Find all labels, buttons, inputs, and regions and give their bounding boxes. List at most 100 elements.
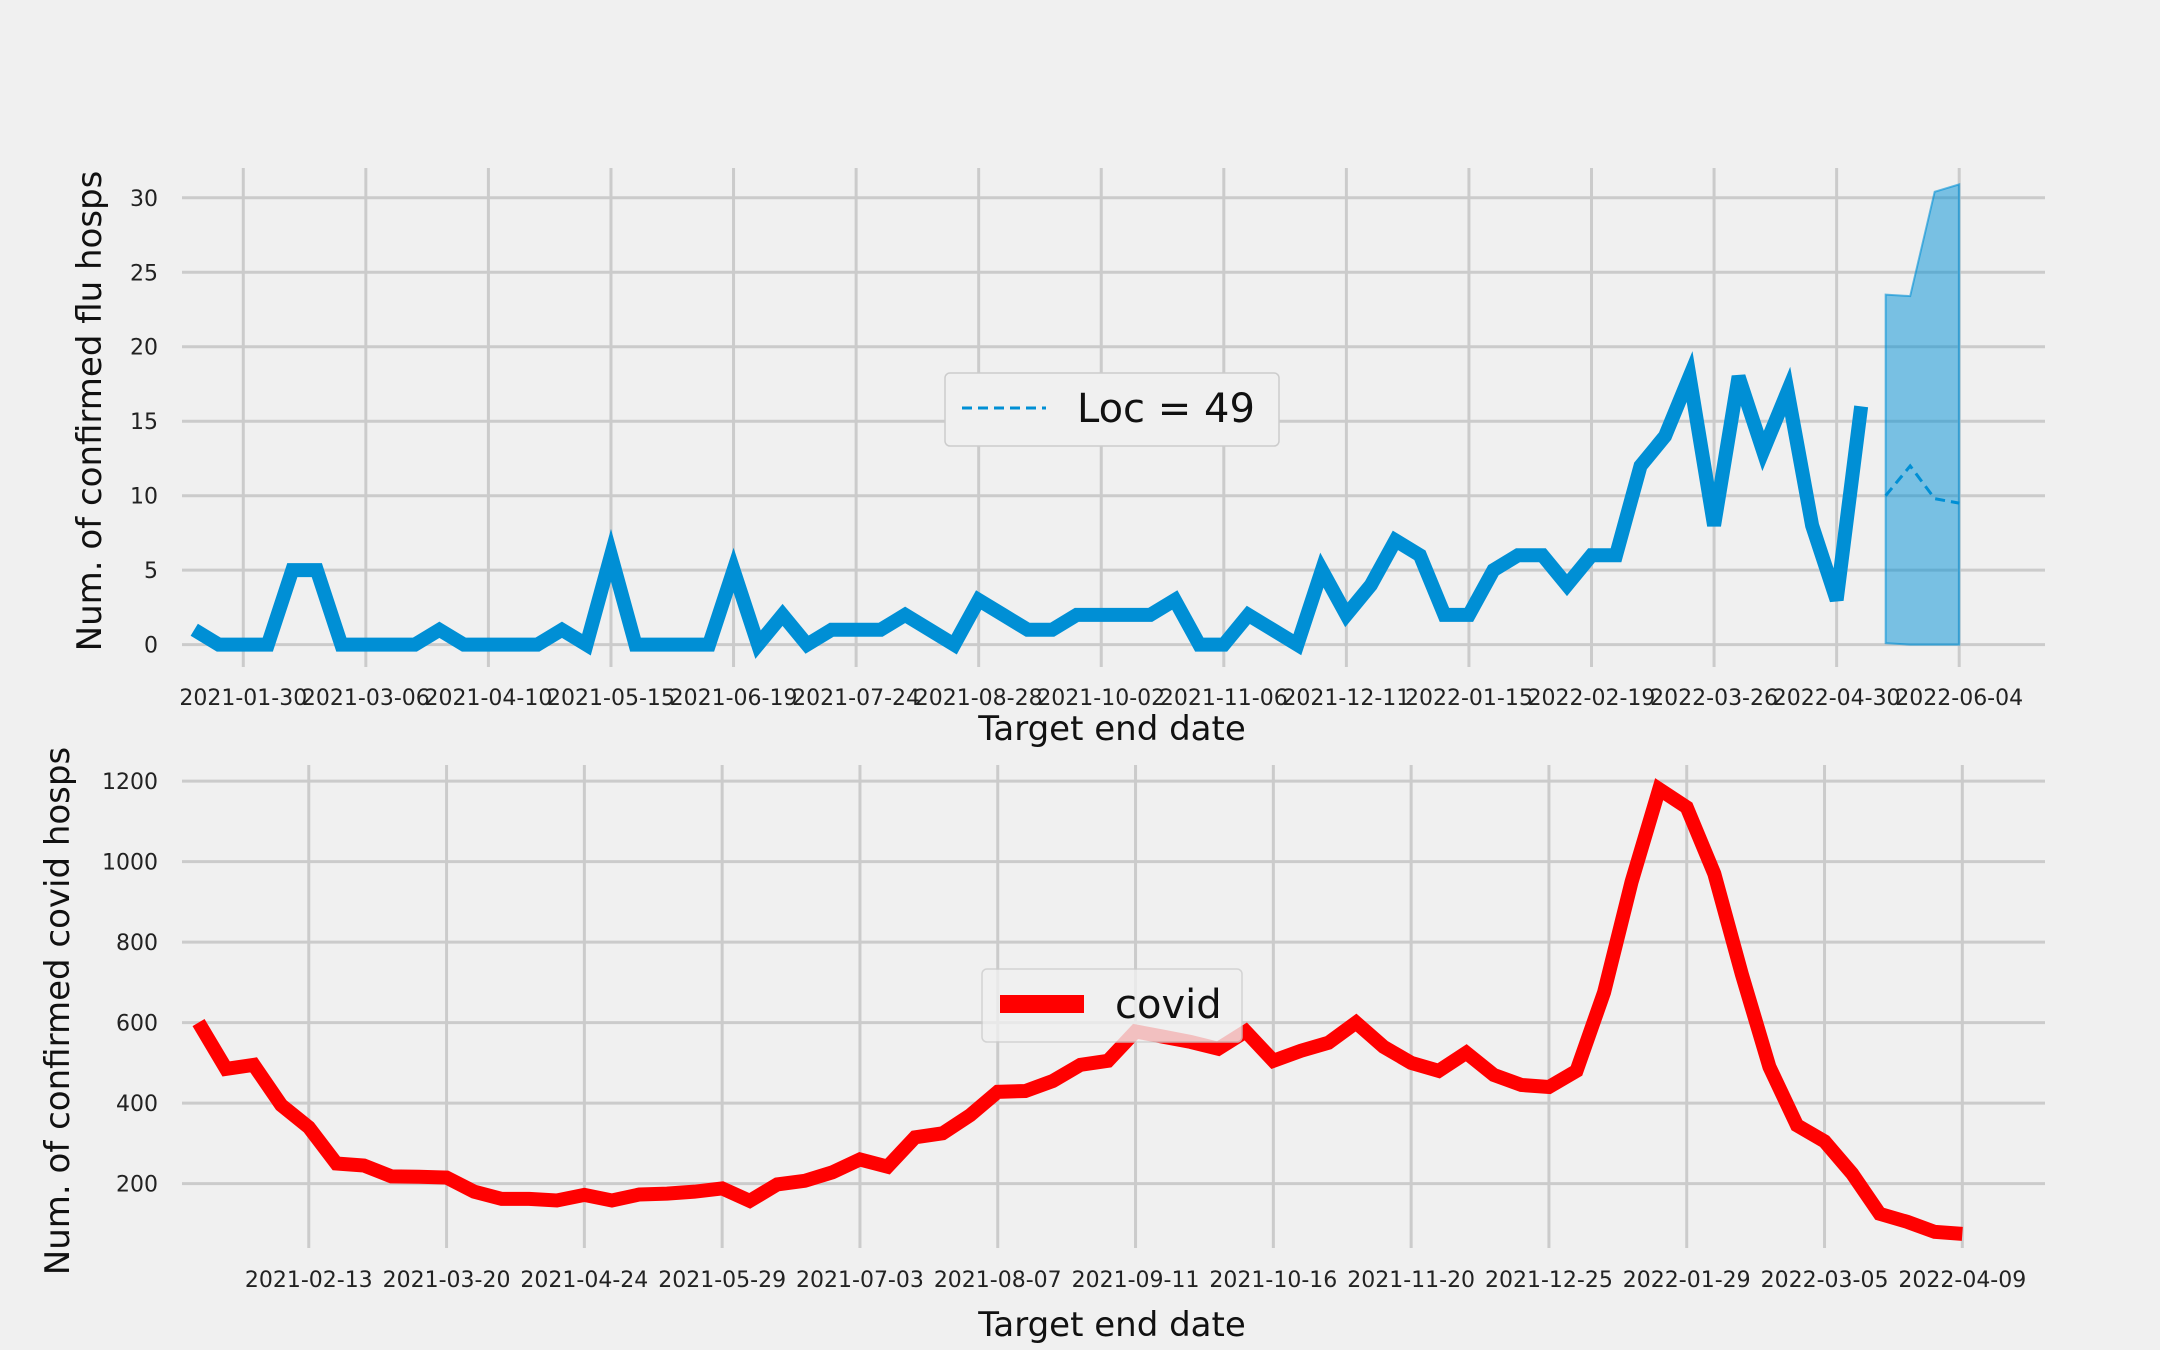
flu-ylabel: Num. of confirmed flu hosps <box>70 171 110 652</box>
covid-data-point <box>1545 1083 1553 1091</box>
covid-data-point <box>1324 1039 1332 1047</box>
covid-data-point <box>746 1197 754 1205</box>
flu-data-point <box>386 641 394 649</box>
flu-series-line-forecast <box>1884 463 1960 505</box>
covid-data-point <box>1021 1087 1029 1095</box>
flu-data-point <box>1588 551 1596 559</box>
flu-data-point <box>1857 402 1865 410</box>
flu-data-point <box>1808 521 1816 529</box>
flu-data-point <box>1146 611 1154 619</box>
flu-data-point <box>656 641 664 649</box>
flu-data-point <box>1563 581 1571 589</box>
flu-xtick-label: 2021-10-02 <box>1037 686 1165 711</box>
covid-xtick-label: 2022-04-09 <box>1898 1268 2026 1293</box>
flu-chart: 0 5 10 15 20 25 30 2021-01-302021-03-062021-04… <box>70 168 2045 749</box>
covid-ylabel: Num. of confirmed covid hosps <box>38 747 78 1275</box>
flu-data-point <box>533 641 541 649</box>
covid-data-point <box>305 1123 313 1131</box>
flu-data-point <box>1024 626 1032 634</box>
flu-data-point <box>803 641 811 649</box>
flu-data-point <box>460 641 468 649</box>
covid-ytick-label: 600 <box>116 1012 158 1037</box>
covid-data-point <box>498 1195 506 1203</box>
covid-ytick-label: 200 <box>116 1173 158 1198</box>
flu-xtick-label: 2021-07-24 <box>792 686 920 711</box>
flu-data-point <box>1244 611 1252 619</box>
covid-data-point <box>1352 1019 1360 1027</box>
covid-data-point <box>773 1180 781 1188</box>
flu-data-point <box>1538 551 1546 559</box>
covid-data-point <box>691 1188 699 1196</box>
flu-xtick-label: 2021-11-06 <box>1160 686 1288 711</box>
covid-xtick-label: 2022-03-05 <box>1761 1268 1889 1293</box>
flu-data-point <box>1048 626 1056 634</box>
flu-data-point <box>681 641 689 649</box>
flu-data-point <box>1661 432 1669 440</box>
flu-series-line-observed <box>190 351 1869 659</box>
covid-data-point <box>1242 1027 1250 1035</box>
covid-xtick-label: 2021-03-20 <box>383 1268 511 1293</box>
covid-ytick-label: 1200 <box>102 770 158 795</box>
covid-data-point <box>1876 1210 1884 1218</box>
flu-yticks: 0 5 10 15 20 25 30 <box>130 187 158 659</box>
covid-xtick-label: 2022-01-29 <box>1623 1268 1751 1293</box>
covid-data-point <box>1683 803 1691 811</box>
covid-data-point <box>1380 1043 1388 1051</box>
flu-legend: Loc = 49 <box>944 372 1280 447</box>
covid-xtick-label: 2021-10-16 <box>1209 1268 1337 1293</box>
covid-data-point <box>1600 988 1608 996</box>
flu-data-point <box>1884 494 1887 497</box>
covid-xtick-label: 2021-08-07 <box>934 1268 1062 1293</box>
covid-data-point <box>966 1111 974 1119</box>
covid-data-point <box>195 1019 203 1027</box>
flu-data-point <box>1416 551 1424 559</box>
flu-legend-label: Loc = 49 <box>1077 386 1255 432</box>
flu-data-point <box>730 566 738 574</box>
covid-xtick-label: 2021-02-13 <box>245 1268 373 1293</box>
covid-data-point <box>250 1061 258 1069</box>
covid-data-point <box>1958 1230 1966 1238</box>
covid-data-point <box>580 1191 588 1199</box>
flu-data-point <box>1514 551 1522 559</box>
flu-xtick-label: 2021-06-19 <box>670 686 798 711</box>
covid-data-point <box>1738 970 1746 978</box>
flu-data-point <box>852 626 860 634</box>
covid-data-point <box>828 1168 836 1176</box>
covid-legend: covid <box>981 968 1243 1043</box>
flu-data-point <box>1909 464 1912 467</box>
flu-data-point <box>1489 566 1497 574</box>
flu-data-point <box>1269 626 1277 634</box>
flu-xtick-label: 2022-04-30 <box>1773 686 1901 711</box>
covid-data-point <box>1572 1067 1580 1075</box>
flu-data-point <box>1465 611 1473 619</box>
flu-ytick-label: 25 <box>130 261 158 286</box>
flu-data-point <box>313 566 321 574</box>
covid-data-point <box>994 1088 1002 1096</box>
flu-data-point <box>1391 536 1399 544</box>
flu-lines <box>190 351 1961 659</box>
flu-data-point <box>877 626 885 634</box>
covid-data-point <box>1628 878 1636 886</box>
covid-data-point <box>1297 1047 1305 1055</box>
flu-data-point <box>999 611 1007 619</box>
flu-data-point <box>509 641 517 649</box>
covid-data-point <box>1793 1121 1801 1129</box>
covid-data-point <box>525 1195 533 1203</box>
flu-data-point <box>1958 502 1961 505</box>
covid-data-point <box>1655 785 1663 793</box>
covid-data-point <box>884 1163 892 1171</box>
flu-xtick-label: 2021-04-10 <box>424 686 552 711</box>
covid-data-point <box>470 1188 478 1196</box>
covid-xtick-label: 2021-09-11 <box>1072 1268 1200 1293</box>
flu-xtick-label: 2021-08-28 <box>915 686 1043 711</box>
covid-data-point <box>608 1197 616 1205</box>
flu-data-point <box>264 641 272 649</box>
covid-data-point <box>1407 1059 1415 1067</box>
flu-data-point <box>950 641 958 649</box>
covid-lines <box>192 778 1966 1241</box>
flu-data-point <box>1097 611 1105 619</box>
flu-data-point <box>190 626 198 634</box>
flu-data-point <box>1171 596 1179 604</box>
flu-data-point <box>1122 611 1130 619</box>
